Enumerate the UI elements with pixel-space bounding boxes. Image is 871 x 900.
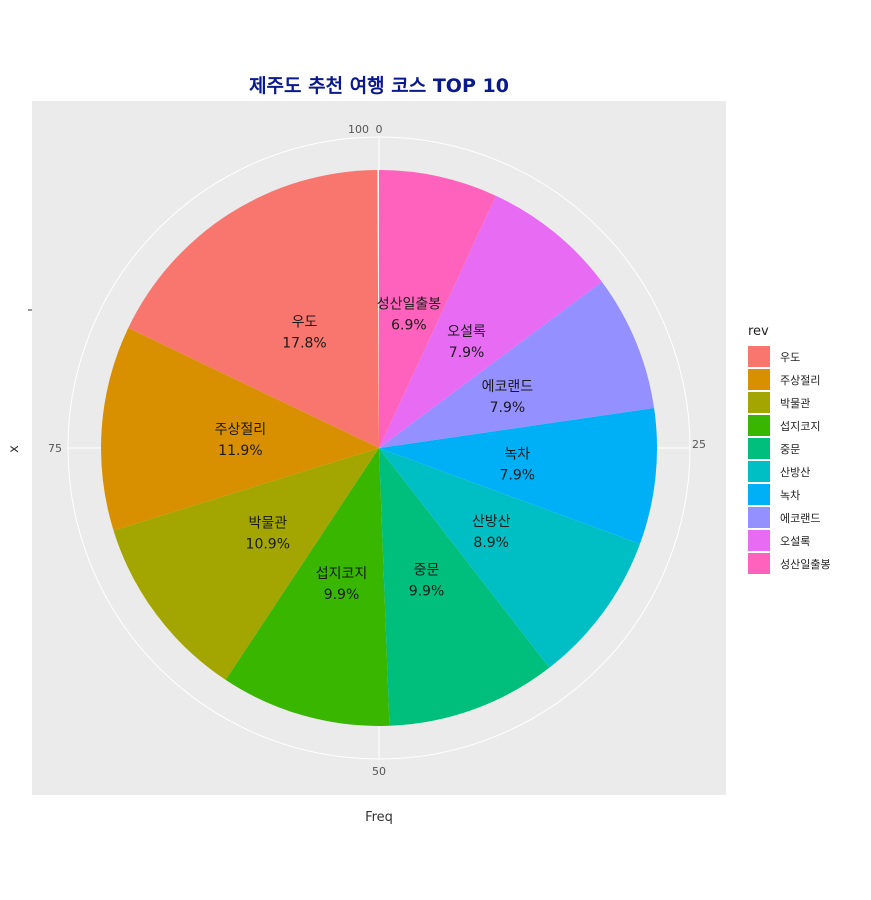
slice-label-name: 오설록 xyxy=(447,324,486,340)
slice-label-name: 성산일출봉 xyxy=(377,296,442,312)
legend-swatch xyxy=(748,484,770,505)
slice-label-percent: 7.9% xyxy=(490,400,526,416)
radial-ticks: 0 25 50 75 100 xyxy=(48,123,706,778)
legend-label: 우도 xyxy=(780,351,800,364)
slice xyxy=(101,328,380,531)
legend-swatch xyxy=(748,461,770,482)
slice-label-percent: 17.8% xyxy=(282,336,326,352)
slice-label-percent: 10.9% xyxy=(246,537,290,553)
slice xyxy=(113,448,380,680)
slice-label-percent: 8.9% xyxy=(473,535,509,551)
slice-label-percent: 9.9% xyxy=(324,587,360,603)
slice xyxy=(128,170,379,448)
legend-label: 섭지코지 xyxy=(780,420,820,433)
slice xyxy=(379,195,602,448)
slice-label-percent: 6.9% xyxy=(391,317,427,333)
legend-label: 성산일출봉 xyxy=(780,557,831,571)
tick-label: 0 xyxy=(376,123,383,136)
legend-swatch xyxy=(748,438,770,459)
slice xyxy=(225,448,390,726)
y-axis-title: x xyxy=(7,445,22,453)
slice-label-name: 녹차 xyxy=(504,446,530,462)
legend-swatch xyxy=(748,507,770,528)
slice xyxy=(379,281,655,448)
legend-swatch xyxy=(748,392,770,413)
slice xyxy=(379,448,640,668)
slice-label-name: 주상절리 xyxy=(215,422,267,438)
slice-label-percent: 7.9% xyxy=(449,345,485,361)
legend-swatch xyxy=(748,553,770,574)
slice xyxy=(379,170,496,448)
legend-label: 중문 xyxy=(780,443,800,456)
tick-label: 100 xyxy=(348,123,369,136)
slice-label-percent: 11.9% xyxy=(218,443,262,459)
slice-label-name: 우도 xyxy=(292,315,318,331)
slice-label-name: 박물관 xyxy=(248,516,287,532)
legend-swatch xyxy=(748,369,770,390)
slice-labels: 우도 17.8% 주상절리 11.9% 박물관 10.9% 섭지코지 9.9% 중문 9.9% 산방… xyxy=(215,296,535,603)
tick-label: 25 xyxy=(692,438,706,451)
tick-label: 75 xyxy=(48,442,62,455)
legend-label: 박물관 xyxy=(780,397,810,410)
legend-label: 산방산 xyxy=(780,466,810,479)
tick-label: 50 xyxy=(372,765,386,778)
legend-label: 에코랜드 xyxy=(780,512,820,525)
legend-label: 오설록 xyxy=(780,535,810,548)
legend-label: 주상절리 xyxy=(780,374,820,387)
legend-label: 녹차 xyxy=(780,489,800,502)
chart-title: 제주도 추천 여행 코스 TOP 10 xyxy=(249,75,509,97)
slice-label-name: 섭지코지 xyxy=(316,566,368,582)
legend-swatch xyxy=(748,346,770,367)
slice-label-name: 중문 xyxy=(414,563,440,579)
legend-swatch xyxy=(748,415,770,436)
slice xyxy=(379,407,657,544)
x-axis-title: Freq xyxy=(365,810,393,825)
legend-swatch xyxy=(748,530,770,551)
slice-label-name: 산방산 xyxy=(472,514,511,530)
legend-title: rev xyxy=(748,324,769,339)
slice-label-percent: 7.9% xyxy=(500,467,536,483)
slice-label-name: 에코랜드 xyxy=(482,379,534,395)
slices xyxy=(101,170,657,726)
slice-label-percent: 9.9% xyxy=(409,584,445,600)
slice xyxy=(379,448,550,726)
